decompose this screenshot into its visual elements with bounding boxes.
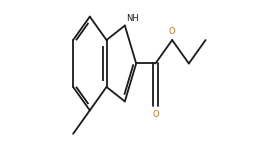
Text: O: O — [169, 27, 176, 36]
Text: NH: NH — [126, 13, 139, 22]
Text: O: O — [152, 110, 159, 119]
